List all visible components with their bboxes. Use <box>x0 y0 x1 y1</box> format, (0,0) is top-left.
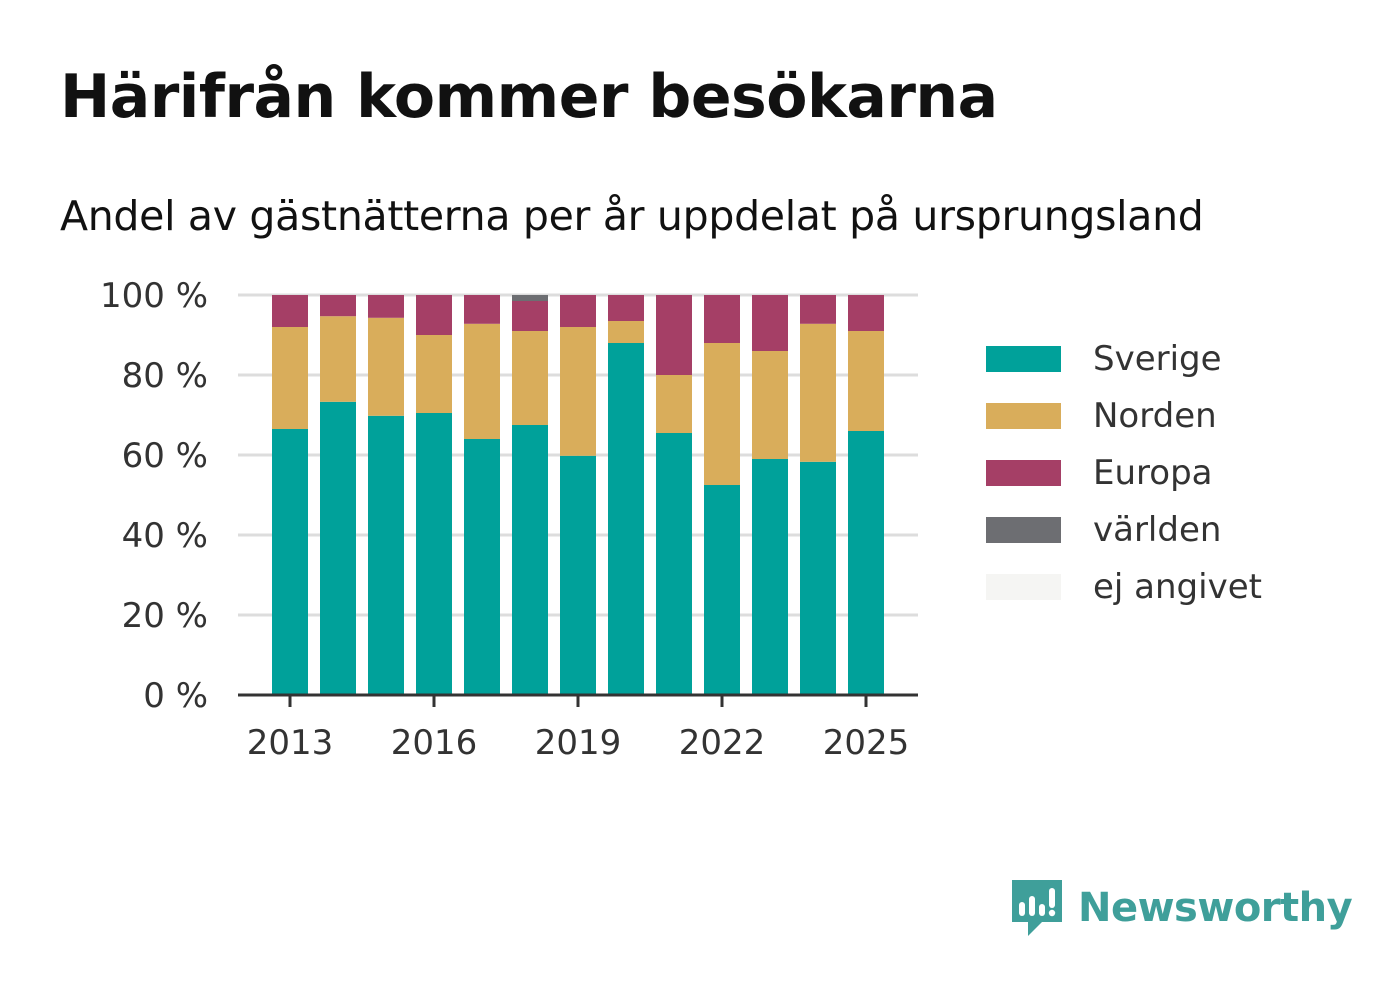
bars <box>272 295 884 695</box>
bar-segment <box>752 459 788 695</box>
bar-segment <box>272 295 308 327</box>
x-tick-label: 2025 <box>823 723 910 763</box>
y-tick-label: 0 % <box>143 676 208 716</box>
bar-segment <box>656 375 692 433</box>
legend-swatch <box>986 459 1061 486</box>
brand-name: Newsworthy <box>1078 885 1353 931</box>
legend-item: Norden <box>986 387 1262 444</box>
bar-segment <box>848 295 884 331</box>
bar-segment <box>368 295 404 318</box>
bar-segment <box>560 327 596 456</box>
bar-segment <box>512 331 548 425</box>
legend-item: Europa <box>986 444 1262 501</box>
bar-segment <box>416 295 452 335</box>
bar-segment <box>512 295 548 301</box>
bar-segment <box>320 401 356 695</box>
bar-segment <box>608 343 644 695</box>
bar-segment <box>416 413 452 695</box>
bar-segment <box>704 295 740 343</box>
bar-segment <box>800 295 836 324</box>
y-tick-label: 40 % <box>122 516 208 556</box>
bar-segment <box>368 415 404 695</box>
newsworthy-logo-icon <box>1012 880 1062 936</box>
y-tick-label: 20 % <box>122 596 208 636</box>
bar-segment <box>752 295 788 351</box>
legend-item: Sverige <box>986 330 1262 387</box>
legend-swatch <box>986 573 1061 600</box>
x-tick-label: 2016 <box>391 723 478 763</box>
bar-segment <box>320 316 356 402</box>
axes: 0 % 20 % 40 % 60 % 80 % 100 % 2013 2016 2019 2022… <box>100 276 918 763</box>
legend-label: ej angivet <box>1093 566 1262 607</box>
x-tick-label: 2019 <box>535 723 622 763</box>
brand-logo: Newsworthy <box>1010 878 1353 938</box>
bar-segment <box>416 335 452 413</box>
bar-segment <box>560 295 596 327</box>
bar-segment <box>512 301 548 331</box>
bar-segment <box>704 485 740 695</box>
bar-segment <box>272 429 308 695</box>
chart-subtitle: Andel av gästnätterna per år uppdelat på… <box>60 192 1204 240</box>
bar-segment <box>272 327 308 429</box>
legend-swatch <box>986 402 1061 429</box>
bar-segment <box>512 425 548 695</box>
legend: Sverige Norden Europa världen ej angivet <box>986 330 1262 615</box>
bar-segment <box>320 295 356 317</box>
legend-swatch <box>986 516 1061 543</box>
legend-swatch <box>986 345 1061 372</box>
x-tick-label: 2013 <box>247 723 334 763</box>
bar-segment <box>752 351 788 459</box>
bar-segment <box>848 331 884 431</box>
bar-segment <box>704 343 740 485</box>
bar-segment <box>800 323 836 462</box>
bar-segment <box>608 295 644 321</box>
bar-segment <box>656 295 692 375</box>
legend-item: världen <box>986 501 1262 558</box>
legend-label: världen <box>1093 509 1222 550</box>
bar-segment <box>368 317 404 416</box>
x-tick-label: 2022 <box>679 723 766 763</box>
y-tick-label: 60 % <box>122 436 208 476</box>
bar-segment <box>800 461 836 695</box>
legend-label: Norden <box>1093 395 1217 436</box>
legend-label: Europa <box>1093 452 1213 493</box>
bar-segment <box>464 439 500 695</box>
y-tick-label: 80 % <box>122 356 208 396</box>
bar-segment <box>464 323 500 439</box>
bar-segment <box>560 455 596 695</box>
chart-title: Härifrån kommer besökarna <box>60 62 998 132</box>
bar-segment <box>656 433 692 695</box>
legend-label: Sverige <box>1093 338 1222 379</box>
legend-item: ej angivet <box>986 558 1262 615</box>
y-tick-label: 100 % <box>100 276 208 316</box>
bar-segment <box>464 295 500 324</box>
bar-segment <box>608 321 644 343</box>
bar-segment <box>848 431 884 695</box>
